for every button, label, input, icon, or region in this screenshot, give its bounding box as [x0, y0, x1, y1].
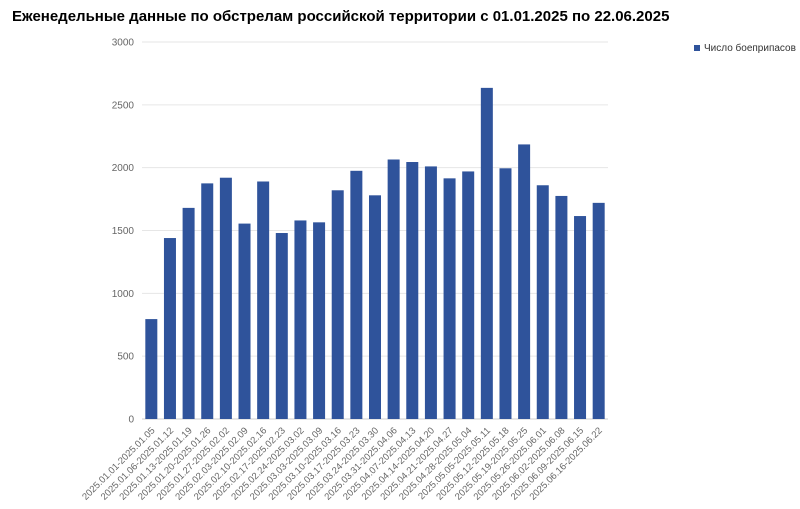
y-tick-label: 0	[128, 415, 134, 426]
bar	[313, 222, 326, 419]
bar	[238, 223, 251, 419]
bar	[163, 238, 176, 419]
bar	[369, 195, 381, 419]
y-axis-ticks: 0 500 1000 1500 2000 2500 3000	[112, 38, 135, 426]
bar	[424, 166, 437, 419]
bar	[257, 181, 270, 419]
legend-label: Число боеприпасов	[704, 42, 796, 54]
bar	[145, 319, 158, 419]
y-tick-label: 2000	[112, 163, 135, 174]
bar	[406, 162, 419, 420]
y-tick-label: 500	[117, 352, 134, 363]
bar	[387, 159, 400, 419]
y-tick-label: 1000	[112, 289, 135, 300]
y-tick-label: 3000	[112, 38, 135, 49]
chart-title: Еженедельные данные по обстрелам российс…	[12, 8, 670, 25]
bar	[443, 178, 456, 419]
bar	[555, 195, 568, 419]
bar	[294, 220, 307, 419]
bar	[275, 233, 288, 419]
bars	[145, 87, 605, 420]
bar	[480, 87, 493, 419]
bar	[592, 202, 605, 419]
bar	[462, 171, 475, 419]
bar	[574, 216, 587, 419]
bar	[182, 207, 195, 419]
bar	[536, 185, 549, 419]
bar	[350, 170, 363, 419]
legend-swatch	[694, 45, 700, 51]
bar	[499, 168, 512, 419]
bar	[518, 144, 531, 419]
bar	[201, 183, 214, 419]
bar	[331, 190, 344, 419]
y-tick-label: 1500	[112, 226, 135, 237]
bar	[219, 177, 232, 419]
y-tick-label: 2500	[112, 100, 135, 111]
x-axis-ticks: 2025.01.01-2025.01.052025.01.06-2025.01.…	[80, 425, 605, 502]
legend: Число боеприпасов	[694, 42, 796, 54]
